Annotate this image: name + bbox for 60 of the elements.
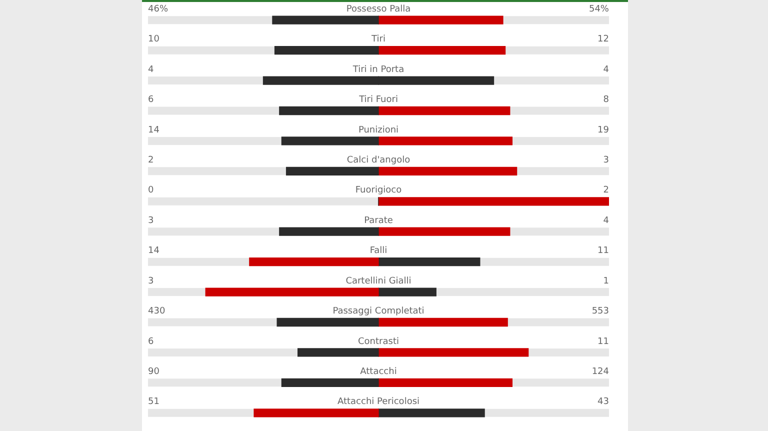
y-tick-label: Tiri Fuori	[358, 95, 398, 106]
text: 51	[148, 397, 160, 408]
bar	[378, 378, 513, 388]
y-tick-label: Falli	[370, 246, 388, 256]
bar	[378, 46, 506, 55]
text: 4	[148, 64, 154, 75]
bar	[281, 378, 379, 388]
annotation: 11	[598, 246, 609, 256]
bar	[378, 136, 513, 146]
annotation: 8	[603, 95, 610, 106]
text: 10	[148, 34, 160, 45]
text: 3	[148, 216, 154, 226]
text: 2	[148, 156, 154, 166]
text: 90	[148, 367, 160, 378]
annotation: 54%	[588, 4, 610, 14]
annotation: 3	[603, 156, 609, 166]
y-tick-label: Calci d'angolo	[346, 156, 411, 166]
y-tick-label: Cartellini Gialli	[346, 276, 412, 286]
bar	[279, 227, 379, 236]
bar	[276, 318, 379, 327]
text: 3	[148, 276, 154, 286]
bar	[272, 16, 379, 24]
bar	[378, 166, 518, 176]
annotation: 43	[598, 397, 609, 408]
bar	[378, 16, 504, 24]
annotation: 124	[592, 367, 610, 378]
bar	[378, 318, 508, 327]
text: 430	[148, 306, 166, 317]
annotation: 4	[603, 64, 610, 75]
bar	[378, 106, 510, 116]
text: 14	[148, 246, 160, 256]
bar	[279, 106, 379, 116]
bar	[281, 136, 379, 146]
annotation: 2	[603, 186, 609, 196]
annotation: 553	[592, 306, 609, 317]
annotation: 1	[603, 276, 609, 286]
annotation: 19	[598, 125, 610, 136]
y-tick-label: Punizioni	[358, 125, 399, 136]
bar	[378, 348, 529, 357]
y-tick-label: Possesso Palla	[346, 4, 411, 14]
text: 0	[148, 186, 154, 196]
y-tick-label: Fuorigioco	[355, 186, 402, 196]
text: 6	[148, 95, 154, 106]
y-tick-label: Tiri	[370, 34, 386, 45]
y-tick-label: Parate	[364, 216, 394, 226]
annotation: 4	[603, 216, 610, 226]
y-tick-label: Passaggi Completati	[332, 306, 424, 317]
y-tick-label: Tiri in Porta	[352, 64, 404, 75]
text: 46%	[148, 4, 168, 14]
text: 6	[148, 336, 154, 347]
bar	[297, 348, 379, 357]
bar	[378, 227, 510, 236]
y-tick-label: Contrasti	[358, 336, 399, 347]
y-tick-label: Attacchi Pericolosi	[337, 397, 420, 408]
bar	[286, 166, 379, 176]
annotation: 12	[598, 34, 609, 45]
text: 14	[148, 125, 160, 136]
y-tick-label: Attacchi	[360, 367, 397, 378]
annotation: 11	[598, 336, 609, 347]
bar	[274, 46, 379, 55]
